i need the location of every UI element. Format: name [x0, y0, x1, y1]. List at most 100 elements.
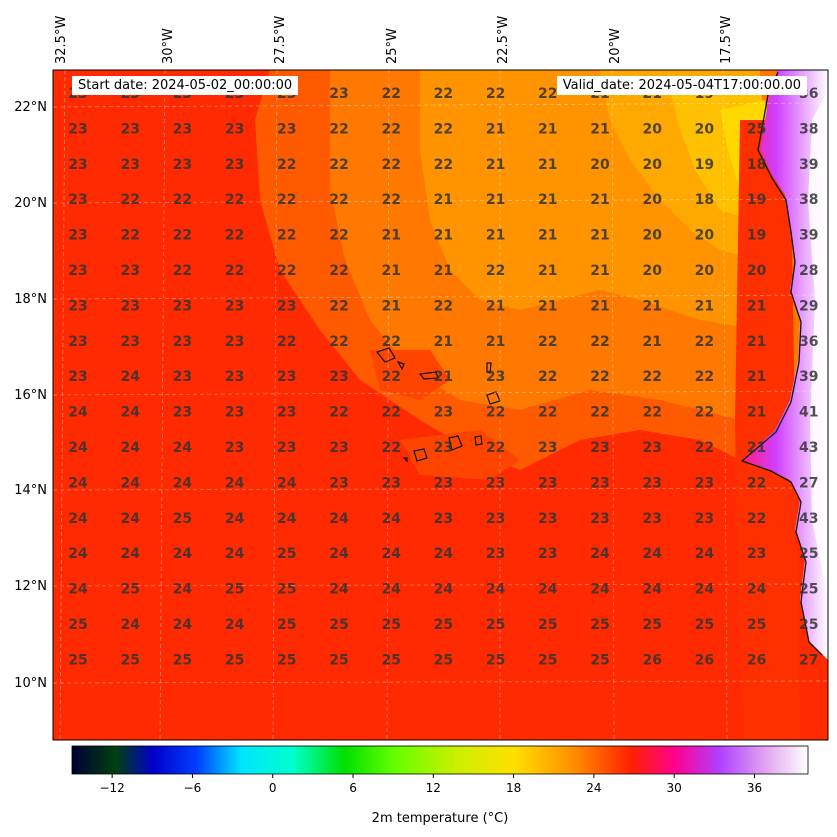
grid-value: 39 [799, 157, 818, 173]
grid-value: 21 [381, 298, 400, 314]
grid-value: 24 [381, 511, 401, 527]
grid-value: 23 [68, 228, 87, 244]
grid-value: 22 [120, 192, 139, 208]
grid-value: 21 [590, 121, 609, 137]
grid-value: 21 [434, 263, 453, 279]
grid-value: 22 [225, 228, 244, 244]
map-frame [52, 69, 829, 741]
grid-value: 22 [173, 228, 192, 244]
grid-value: 22 [277, 157, 296, 173]
grid-value: 24 [329, 582, 349, 598]
grid-value: 23 [68, 298, 87, 314]
grid-value: 23 [434, 475, 453, 491]
grid-value: 21 [486, 157, 505, 173]
grid-value: 22 [381, 86, 400, 102]
grid-value: 25 [329, 617, 348, 633]
colorbar-tick-label: 36 [747, 781, 762, 795]
grid-value: 23 [486, 369, 505, 385]
grid-value: 23 [329, 369, 348, 385]
grid-value: 21 [590, 192, 609, 208]
grid-value: 22 [329, 157, 348, 173]
grid-value: 39 [799, 228, 818, 244]
colorbar-tick-label: 24 [586, 781, 601, 795]
grid-value: 23 [695, 475, 714, 491]
grid-value: 22 [329, 334, 348, 350]
grid-value: 24 [225, 475, 245, 491]
longitude-label: 20°W [608, 28, 623, 64]
grid-value: 19 [695, 157, 714, 173]
grid-value: 25 [225, 652, 244, 668]
grid-value: 19 [747, 192, 766, 208]
grid-value: 22 [642, 369, 661, 385]
grid-value: 25 [486, 652, 505, 668]
grid-value: 24 [381, 582, 401, 598]
grid-value: 22 [329, 263, 348, 279]
grid-value: 24 [68, 440, 88, 456]
grid-value: 24 [120, 440, 140, 456]
grid-value: 21 [747, 440, 766, 456]
grid-value: 21 [538, 192, 557, 208]
grid-value: 25 [642, 617, 661, 633]
grid-value: 24 [486, 582, 506, 598]
grid-value: 23 [642, 440, 661, 456]
grid-value: 23 [277, 121, 296, 137]
grid-value: 21 [538, 298, 557, 314]
grid-value: 24 [173, 546, 193, 562]
grid-value: 21 [695, 298, 714, 314]
grid-value: 23 [434, 405, 453, 421]
grid-value: 24 [120, 617, 140, 633]
grid-value: 25 [538, 652, 557, 668]
grid-value: 23 [329, 475, 348, 491]
latitude-label: 22°N [14, 100, 47, 115]
grid-value: 23 [329, 440, 348, 456]
grid-value: 24 [225, 511, 245, 527]
grid-value: 23 [225, 405, 244, 421]
grid-value: 21 [642, 334, 661, 350]
grid-value: 22 [329, 228, 348, 244]
grid-value: 25 [173, 511, 192, 527]
grid-value: 23 [225, 298, 244, 314]
grid-value: 23 [747, 546, 766, 562]
grid-value: 21 [434, 192, 453, 208]
grid-value: 24 [695, 546, 715, 562]
grid-value: 27 [799, 475, 818, 491]
colorbar-tick-label: 30 [667, 781, 682, 795]
grid-value: 23 [486, 546, 505, 562]
longitude-label: 32.5°W [54, 16, 69, 64]
grid-value: 24 [277, 475, 297, 491]
grid-value: 22 [486, 405, 505, 421]
grid-value: 25 [590, 617, 609, 633]
grid-value: 27 [799, 652, 818, 668]
grid-value: 24 [68, 582, 88, 598]
grid-value: 23 [225, 121, 244, 137]
longitude-label: 25°W [385, 28, 400, 64]
grid-value: 25 [381, 652, 400, 668]
grid-value: 20 [747, 263, 767, 279]
grid-value: 23 [225, 440, 244, 456]
grid-value: 22 [329, 298, 348, 314]
grid-value: 22 [486, 440, 505, 456]
latitude-label: 20°N [14, 196, 47, 211]
colorbar-ticks: −12 −6 0 6 12 18 24 30 36 [99, 774, 762, 795]
grid-value: 21 [747, 334, 766, 350]
grid-value: 22 [329, 121, 348, 137]
grid-value: 38 [799, 192, 818, 208]
grid-value: 24 [747, 582, 767, 598]
grid-value: 24 [225, 617, 245, 633]
grid-value: 22 [486, 263, 505, 279]
grid-value: 21 [538, 228, 557, 244]
grid-value: 24 [120, 405, 140, 421]
grid-value: 28 [799, 263, 818, 279]
grid-value: 21 [486, 334, 505, 350]
grid-value: 20 [695, 121, 715, 137]
grid-value: 22 [695, 369, 714, 385]
grid-value: 23 [120, 334, 139, 350]
grid-value: 23 [173, 121, 192, 137]
grid-value: 21 [381, 263, 400, 279]
grid-value: 43 [799, 511, 818, 527]
grid-value: 21 [538, 263, 557, 279]
grid-value: 22 [329, 405, 348, 421]
grid-value: 20 [642, 228, 662, 244]
grid-value: 25 [277, 652, 296, 668]
grid-value: 25 [799, 546, 818, 562]
